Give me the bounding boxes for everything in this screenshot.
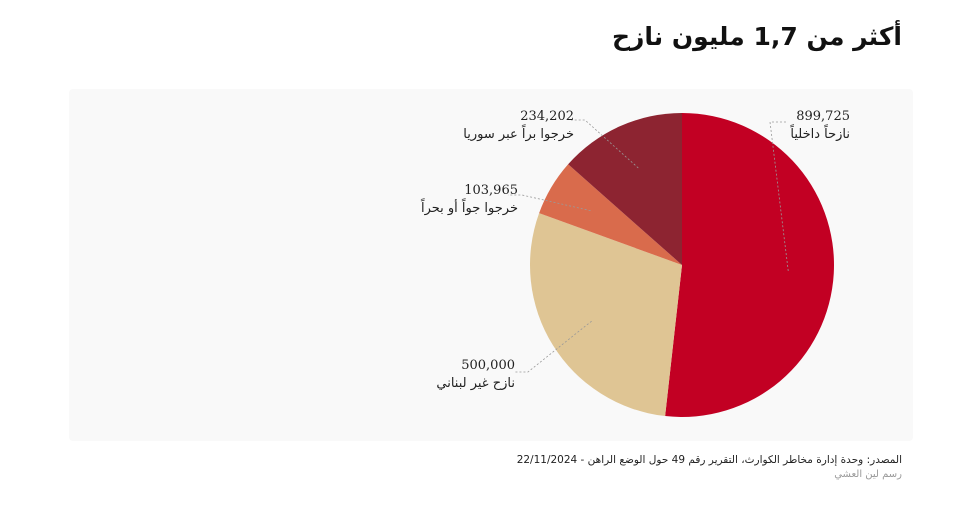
value-label: 899,725 [796, 109, 850, 124]
label-air-sea: 103,965 خرجوا جواً أو بحراً [421, 182, 518, 218]
value-label: 103,965 [464, 183, 518, 198]
slice-label: خرجوا براً عبر سوريا [463, 127, 574, 142]
pie-slice [665, 113, 834, 417]
slice-label: خرجوا جواً أو بحراً [420, 201, 518, 216]
leader-line [571, 119, 639, 169]
slice-label: نازح غير لبناني [436, 376, 515, 391]
label-land-syria: 234,202 خرجوا براً عبر سوريا [463, 108, 574, 144]
slice-label: نازحاً داخلياً [790, 127, 850, 142]
credit-note: رسم لين العشي [834, 469, 902, 480]
pie-slice [530, 213, 682, 417]
source-note: المصدر: وحدة إدارة مخاطر الكوارث، التقري… [516, 454, 902, 466]
label-internal: 899,725 نازحاً داخلياً [790, 108, 850, 144]
pie-slice [539, 164, 682, 265]
label-non-lebanese: 500,000 نازح غير لبناني [436, 357, 515, 393]
value-label: 234,202 [520, 109, 574, 124]
leader-line [514, 320, 592, 373]
chart-title: أكثر من 1,7 مليون نازح [611, 22, 902, 51]
value-label: 500,000 [461, 358, 515, 373]
pie-slice [568, 113, 682, 265]
